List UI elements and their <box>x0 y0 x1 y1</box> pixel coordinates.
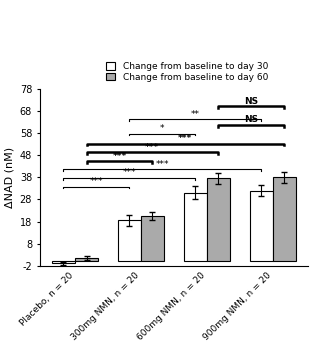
Bar <box>250 191 273 261</box>
Bar <box>184 193 207 261</box>
Bar <box>141 216 164 261</box>
Bar <box>75 258 98 261</box>
Bar <box>118 220 141 261</box>
Y-axis label: ΔNAD (nM): ΔNAD (nM) <box>4 147 14 208</box>
Text: ***: *** <box>90 177 103 186</box>
Text: ***: *** <box>123 169 136 177</box>
Bar <box>273 177 296 261</box>
Text: NS: NS <box>244 97 258 106</box>
Text: NS: NS <box>244 116 258 125</box>
Text: ***: *** <box>155 160 169 169</box>
Text: *: * <box>160 124 164 133</box>
Text: **: ** <box>191 110 200 119</box>
Bar <box>52 261 75 263</box>
Bar <box>207 179 230 261</box>
Text: ***: *** <box>178 134 193 143</box>
Text: ***: *** <box>112 152 127 161</box>
Legend: Change from baseline to day 30, Change from baseline to day 60: Change from baseline to day 30, Change f… <box>106 62 268 82</box>
Text: ***: *** <box>145 143 159 152</box>
